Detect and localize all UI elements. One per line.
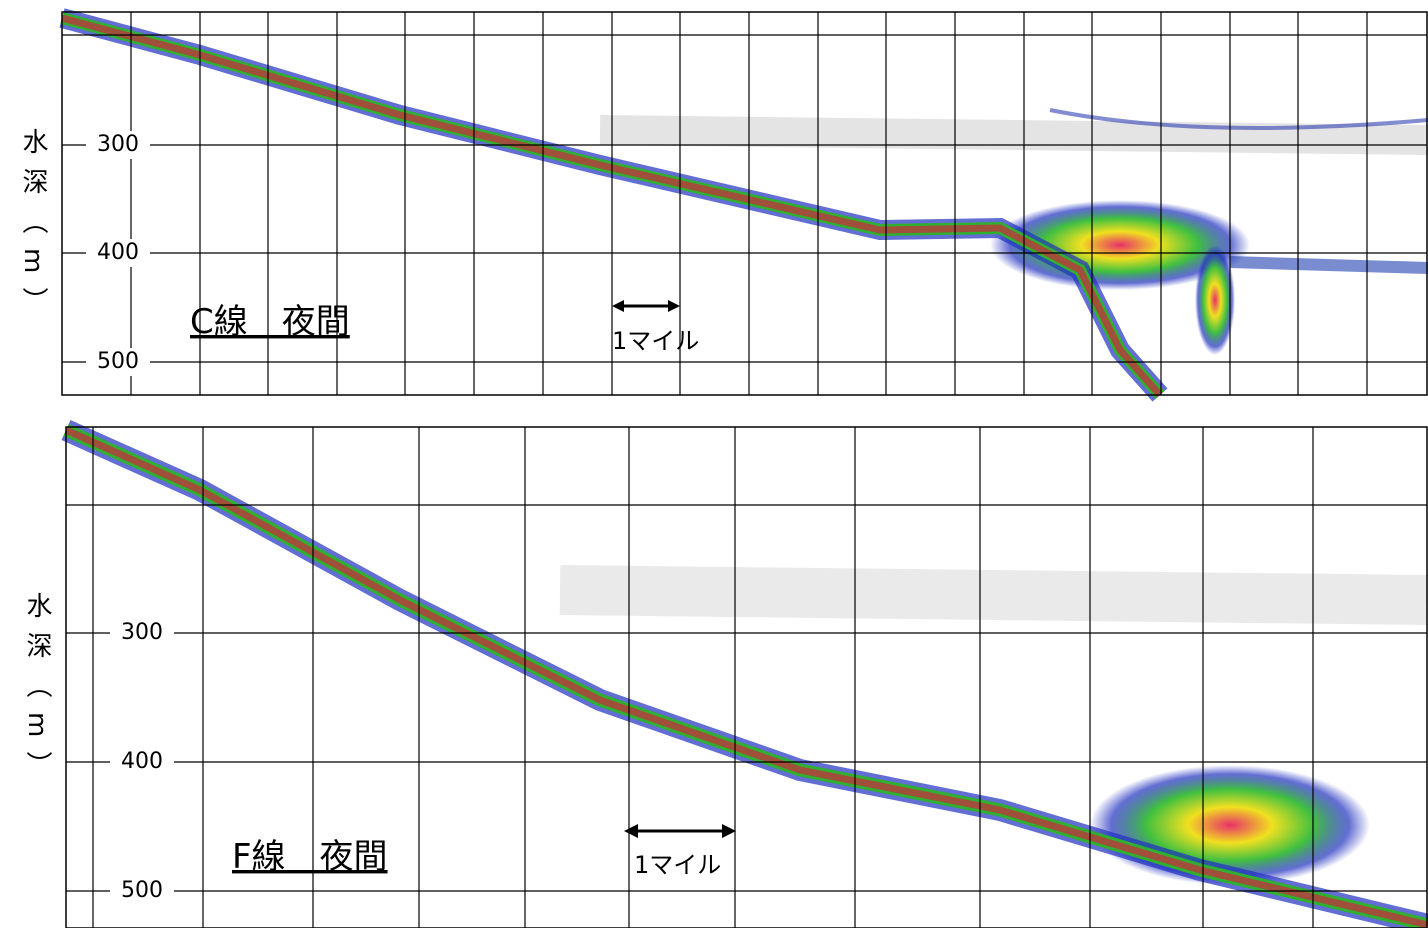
figure: 300 400 500 300 400 500 1マイル 1マイル C線 夜間 F線 夜… [0, 0, 1428, 928]
scale-label: 1マイル [634, 851, 721, 879]
y-tick-label: 300 [97, 132, 139, 157]
page: {"panels": [ {"label": "C線 夜間", "scale":… [0, 0, 1428, 928]
y-tick-label: 300 [121, 620, 163, 645]
y-axis-label: 水深（m） [24, 592, 50, 791]
scale-label: 1マイル [612, 327, 699, 355]
y-tick-label: 400 [97, 240, 139, 265]
panel-label: C線 夜間 [190, 302, 350, 342]
y-axis-label: 水深（m） [20, 128, 46, 327]
y-tick-label: 500 [97, 349, 139, 374]
y-tick-label: 500 [121, 878, 163, 903]
y-tick-label: 400 [121, 749, 163, 774]
panel-label: F線 夜間 [232, 837, 388, 877]
